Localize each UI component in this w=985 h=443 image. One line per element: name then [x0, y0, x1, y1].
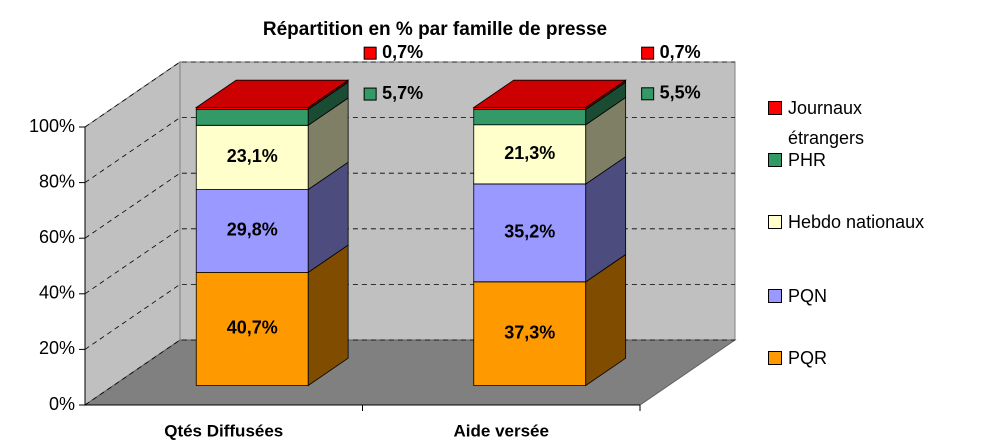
data-label-key [641, 87, 655, 101]
grid-line [84, 117, 735, 183]
legend-swatch [768, 289, 782, 303]
bar-segment [473, 155, 627, 283]
data-label: 23,1% [227, 146, 278, 166]
data-label: 5,7% [382, 83, 423, 103]
grid-line [84, 172, 735, 239]
data-label: 40,7% [227, 318, 278, 338]
bar-segment [195, 161, 349, 274]
grid-line [84, 339, 735, 406]
bar-top [472, 79, 627, 108]
x-tick-label: Qtés Diffusées [164, 421, 283, 440]
data-label-key [641, 46, 655, 60]
data-label: 29,8% [227, 220, 278, 240]
y-tick-label: 60% [39, 227, 75, 247]
grid-line [84, 228, 735, 295]
y-tick-label: 20% [39, 338, 75, 358]
y-tick-label: 0% [49, 394, 75, 414]
bar-segment [195, 81, 349, 127]
x-tick-label: Aide versée [454, 421, 549, 440]
y-tick-label: 80% [39, 171, 75, 191]
legend-label: Journaux étrangers [788, 98, 865, 148]
data-label: 37,3% [504, 322, 555, 342]
data-label: 35,2% [504, 222, 555, 242]
legend-label: PQR [788, 348, 828, 368]
legend-label: PHR [788, 150, 827, 170]
bar-segment [472, 79, 627, 111]
grid-line [84, 283, 735, 350]
grid-line [84, 61, 735, 128]
bar-top [194, 79, 350, 108]
data-label-key [363, 46, 377, 60]
bar-segment [194, 79, 350, 111]
legend-label: Hebdo nationaux [788, 212, 925, 232]
bar-segment [195, 97, 349, 191]
y-tick-label: 100% [29, 116, 75, 136]
floor [83, 339, 737, 406]
bar-front [195, 109, 309, 126]
data-label-key [363, 87, 377, 101]
legend-swatch [768, 101, 782, 115]
data-label: 21,3% [504, 143, 555, 163]
bar-segment [473, 81, 627, 126]
bar-front [473, 109, 587, 126]
bar-segment [473, 96, 627, 185]
data-label: 0,7% [660, 42, 701, 62]
legend-swatch [768, 215, 782, 229]
legend-label: PQN [788, 286, 828, 306]
bar-segment [195, 244, 349, 387]
legend-swatch [768, 351, 782, 365]
data-label: 0,7% [382, 42, 423, 62]
legend-swatch [768, 153, 782, 167]
y-tick-label: 40% [39, 283, 75, 303]
bar-segment [473, 253, 627, 387]
chart-title: Répartition en % par famille de presse [263, 19, 607, 40]
data-label: 5,5% [660, 83, 701, 103]
